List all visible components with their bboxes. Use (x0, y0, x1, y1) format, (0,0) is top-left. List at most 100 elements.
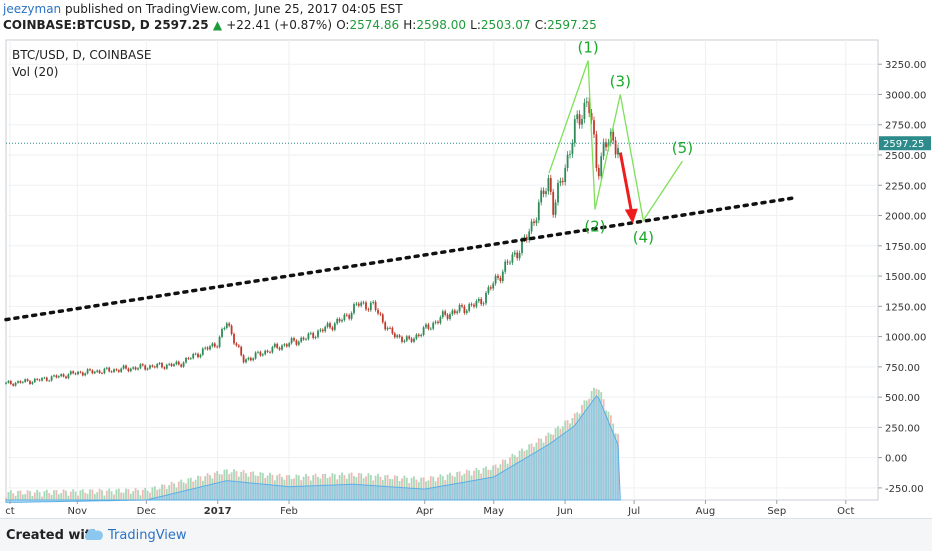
candle-body (168, 363, 171, 365)
volume-bar (173, 483, 175, 500)
candle-body (545, 191, 547, 195)
candle-body (223, 327, 226, 329)
volume-bar (91, 489, 94, 500)
candle-body (506, 261, 509, 263)
candle-body (67, 374, 70, 379)
candle-body (463, 306, 466, 313)
x-axis: ct Nov Dec 2017 Feb Apr May Jun Jul Aug Sep Oct (5, 500, 855, 517)
low-label: L: (470, 18, 481, 32)
candle-body (345, 314, 348, 316)
candle-body (295, 340, 298, 345)
candle-body (365, 302, 367, 310)
candle-body (221, 328, 223, 337)
volume-bar (165, 489, 168, 500)
last-price: 2597.25 (153, 18, 209, 32)
price-chart[interactable]: 2597.25 (1) (2) (3) (4) (5) 3250.00 3000.00 275… (0, 38, 932, 518)
symbol-label: COINBASE:BTCUSD, D (3, 18, 150, 32)
candle-body (516, 252, 519, 259)
candle-body (542, 190, 545, 195)
candle-body (427, 324, 430, 329)
candle-body (540, 190, 543, 203)
candle-body (384, 322, 387, 330)
x-tick-label: May (483, 506, 504, 517)
candle-body (405, 336, 408, 341)
chart-title: BTC/USD, D, COINBASE (12, 48, 151, 62)
candle-body (225, 323, 228, 328)
candle-body (141, 364, 144, 366)
x-tick-label: Jul (627, 506, 640, 517)
volume-bar (117, 488, 120, 500)
candle-body (528, 231, 531, 241)
candle-body (353, 304, 355, 314)
candle-body (137, 368, 139, 370)
candle-body (81, 372, 84, 376)
candle-body (185, 357, 187, 363)
volume-bar (26, 490, 29, 500)
candle-body (595, 134, 598, 168)
candle-body (84, 373, 87, 376)
candle-body (153, 366, 156, 368)
candle-body (57, 376, 60, 378)
y-tick-label: 3000.00 (885, 90, 926, 101)
volume-bar (158, 488, 161, 500)
candle-body (410, 338, 413, 342)
volume-bar (7, 492, 10, 500)
candle-body (194, 353, 197, 355)
candle-body (583, 102, 586, 120)
volume-bar (17, 491, 19, 500)
volume-bar (151, 487, 154, 500)
candle-body (348, 315, 351, 319)
candle-body (252, 358, 255, 361)
candle-body (533, 221, 535, 224)
candle-body (247, 357, 250, 360)
candle-body (79, 371, 82, 373)
candle-body (494, 275, 497, 284)
candle-body (564, 167, 567, 183)
candle-body (314, 337, 317, 338)
candle-body (305, 339, 307, 340)
volume-bars (5, 387, 621, 503)
candle-body (98, 370, 101, 374)
candle-body (511, 254, 514, 263)
candle-body (269, 351, 271, 353)
candle-body (499, 277, 502, 281)
candle-body (201, 348, 204, 355)
volume-bar (153, 486, 156, 500)
candle-body (386, 327, 389, 330)
y-tick-label: 0.00 (885, 454, 907, 465)
candle-body (492, 283, 495, 289)
candle-body (53, 375, 55, 377)
candle-body (468, 304, 471, 311)
volume-bar (36, 489, 39, 500)
candle-body (180, 364, 183, 367)
volume-bar (108, 488, 111, 500)
candle-body (105, 367, 108, 369)
candle-body (218, 336, 221, 347)
volume-bar (5, 497, 7, 500)
volume-bar (89, 489, 91, 500)
volume-bar (110, 491, 113, 500)
candle-body (566, 154, 569, 168)
candle-body (77, 371, 79, 375)
candle-body (151, 365, 154, 367)
volume-bar (14, 495, 17, 500)
y-tick-label: -250.00 (885, 484, 924, 495)
volume-bar (55, 490, 58, 500)
tradingview-brand-link[interactable]: TradingView (108, 528, 187, 543)
candle-body (156, 364, 159, 368)
candle-body (91, 370, 94, 374)
candle-body (281, 345, 283, 350)
candle-body (245, 359, 247, 363)
candle-body (559, 180, 562, 183)
candle-body (408, 336, 411, 339)
author-link[interactable]: jeezyman (3, 2, 62, 16)
candle-body (235, 343, 238, 346)
volume-bar (24, 494, 27, 500)
x-tick-label: Apr (416, 506, 434, 517)
candle-body (125, 365, 127, 369)
candle-body (237, 345, 240, 347)
volume-bar (29, 491, 31, 500)
volume-bar (48, 492, 51, 500)
candle-body (31, 382, 34, 384)
x-tick-label: Dec (137, 506, 156, 517)
